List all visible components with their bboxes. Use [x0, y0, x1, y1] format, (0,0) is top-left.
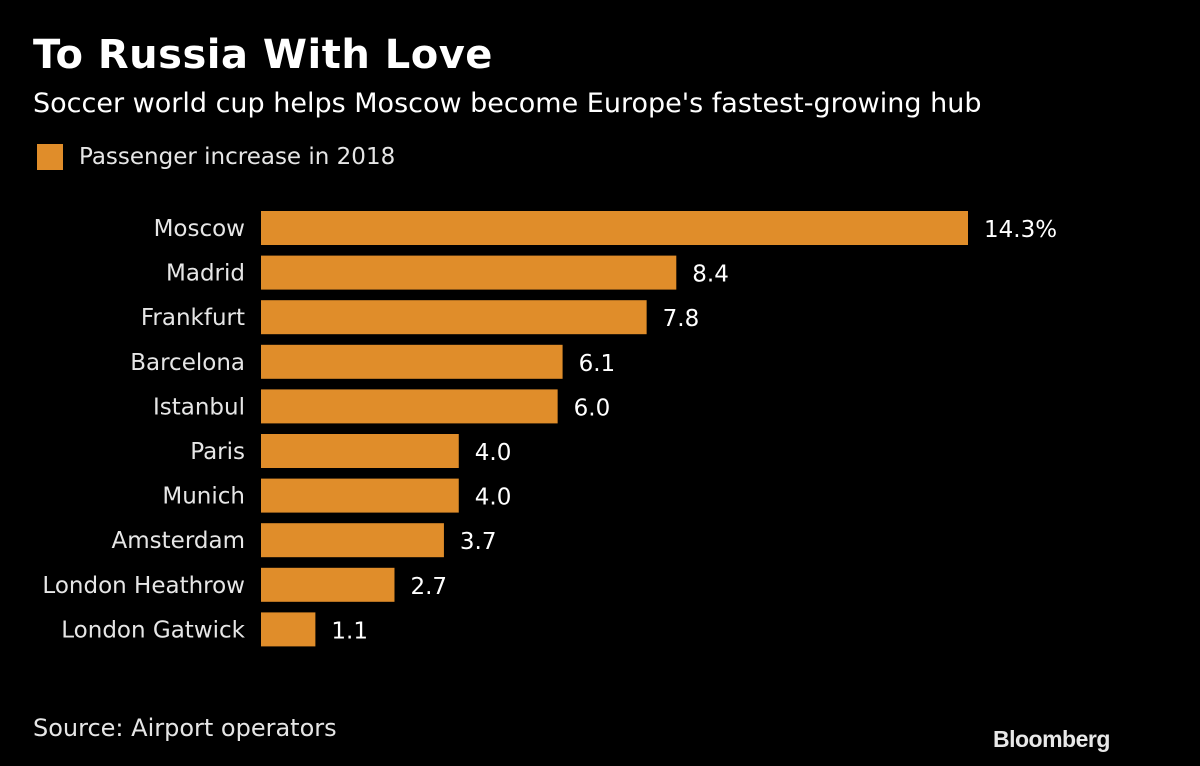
bar-frankfurt: [261, 300, 647, 335]
value-label: 4.0: [475, 440, 512, 466]
category-label: Munich: [162, 484, 245, 510]
bar-moscow: [261, 211, 968, 245]
value-label: 4.0: [475, 485, 512, 511]
bar-barcelona: [261, 344, 563, 379]
bar-munich: [261, 478, 459, 513]
bloomberg-logo: Bloomberg: [993, 726, 1110, 752]
category-label: London Gatwick: [61, 617, 245, 643]
bar-london-heathrow: [261, 567, 395, 602]
value-label: 7.8: [663, 306, 700, 332]
category-label: Frankfurt: [141, 305, 245, 331]
value-label: 1.1: [331, 618, 368, 644]
legend-label: Passenger increase in 2018: [79, 144, 396, 170]
chart-subtitle: Soccer world cup helps Moscow become Eur…: [33, 88, 982, 119]
category-label: Moscow: [154, 216, 245, 242]
value-label: 14.3%: [984, 217, 1057, 243]
value-label: 6.1: [579, 351, 616, 377]
source-note: Source: Airport operators: [33, 714, 337, 742]
legend: Passenger increase in 2018: [37, 144, 395, 170]
bar-amsterdam: [261, 523, 444, 558]
bar-paris: [261, 434, 459, 468]
bar-istanbul: [261, 389, 558, 424]
chart-title: To Russia With Love: [33, 32, 493, 78]
category-label: Paris: [190, 439, 245, 465]
bar-london-gatwick: [261, 612, 316, 647]
legend-swatch: [37, 144, 63, 170]
category-label: Madrid: [166, 261, 245, 287]
category-label: London Heathrow: [42, 573, 245, 599]
value-label: 6.0: [574, 395, 611, 421]
category-label: Barcelona: [130, 350, 245, 376]
value-label: 8.4: [692, 262, 729, 288]
category-label: Amsterdam: [112, 528, 245, 554]
value-label: 2.7: [410, 574, 447, 600]
bar-madrid: [261, 255, 677, 290]
value-label: 3.7: [460, 529, 497, 555]
category-label: Istanbul: [153, 394, 245, 420]
